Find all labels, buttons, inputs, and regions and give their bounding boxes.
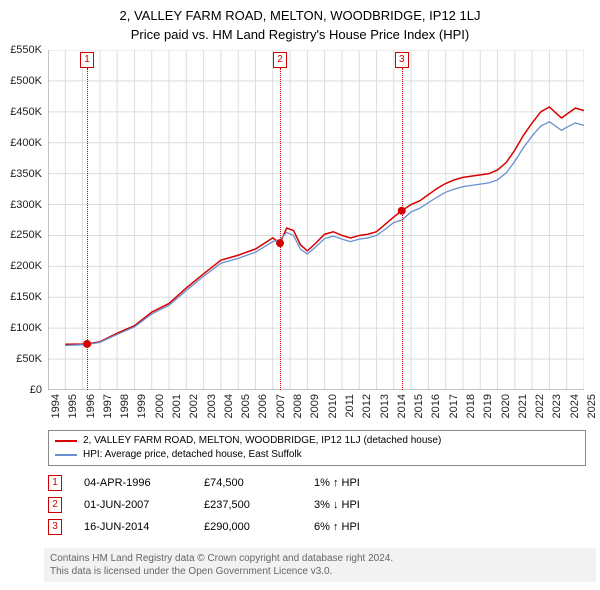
x-tick-label: 2002 bbox=[188, 394, 200, 424]
y-tick-label: £200K bbox=[4, 260, 42, 272]
x-tick-label: 2019 bbox=[482, 394, 494, 424]
legend-swatch bbox=[55, 440, 77, 442]
sale-row-date: 01-JUN-2007 bbox=[84, 499, 204, 511]
x-tick-label: 2007 bbox=[275, 394, 287, 424]
x-tick-label: 2004 bbox=[223, 394, 235, 424]
y-tick-label: £0 bbox=[4, 384, 42, 396]
sale-row-price: £237,500 bbox=[204, 499, 314, 511]
sale-row-marker: 3 bbox=[48, 519, 62, 535]
y-tick-label: £300K bbox=[4, 199, 42, 211]
x-tick-label: 2013 bbox=[379, 394, 391, 424]
x-tick-label: 2010 bbox=[327, 394, 339, 424]
sale-row-price: £74,500 bbox=[204, 477, 314, 489]
x-tick-label: 2014 bbox=[396, 394, 408, 424]
legend-label: HPI: Average price, detached house, East… bbox=[83, 448, 302, 462]
sale-row-marker: 1 bbox=[48, 475, 62, 491]
x-tick-label: 2016 bbox=[430, 394, 442, 424]
sale-marker-box: 1 bbox=[80, 52, 94, 68]
x-tick-label: 2017 bbox=[448, 394, 460, 424]
sale-row: 2 01-JUN-2007£237,5003% ↓ HPI bbox=[48, 494, 404, 516]
chart-container: 2, VALLEY FARM ROAD, MELTON, WOODBRIDGE,… bbox=[0, 0, 600, 590]
x-tick-label: 1999 bbox=[136, 394, 148, 424]
sale-row-delta: 6% ↑ HPI bbox=[314, 521, 404, 533]
x-tick-label: 1997 bbox=[102, 394, 114, 424]
chart-footer: Contains HM Land Registry data © Crown c… bbox=[44, 548, 596, 582]
footer-line1: Contains HM Land Registry data © Crown c… bbox=[50, 553, 393, 564]
sale-row-marker: 2 bbox=[48, 497, 62, 513]
y-tick-label: £50K bbox=[4, 353, 42, 365]
legend-label: 2, VALLEY FARM ROAD, MELTON, WOODBRIDGE,… bbox=[83, 434, 441, 448]
sales-table: 1 04-APR-1996£74,5001% ↑ HPI 2 01-JUN-2007£… bbox=[48, 472, 404, 538]
x-tick-label: 2009 bbox=[309, 394, 321, 424]
y-tick-label: £450K bbox=[4, 106, 42, 118]
y-tick-label: £550K bbox=[4, 44, 42, 56]
x-tick-label: 1995 bbox=[67, 394, 79, 424]
x-tick-label: 2018 bbox=[465, 394, 477, 424]
x-tick-label: 1998 bbox=[119, 394, 131, 424]
legend-item: HPI: Average price, detached house, East… bbox=[55, 448, 579, 462]
x-tick-label: 2023 bbox=[551, 394, 563, 424]
y-tick-label: £250K bbox=[4, 229, 42, 241]
chart-title-address: 2, VALLEY FARM ROAD, MELTON, WOODBRIDGE,… bbox=[0, 0, 600, 23]
x-tick-label: 1996 bbox=[85, 394, 97, 424]
line-chart bbox=[48, 50, 584, 390]
x-tick-label: 2022 bbox=[534, 394, 546, 424]
y-tick-label: £500K bbox=[4, 75, 42, 87]
legend-swatch bbox=[55, 454, 77, 456]
x-tick-label: 2003 bbox=[206, 394, 218, 424]
sale-row: 1 04-APR-1996£74,5001% ↑ HPI bbox=[48, 472, 404, 494]
sale-row-delta: 1% ↑ HPI bbox=[314, 477, 404, 489]
x-tick-label: 2000 bbox=[154, 394, 166, 424]
sale-row-delta: 3% ↓ HPI bbox=[314, 499, 404, 511]
x-tick-label: 2011 bbox=[344, 394, 356, 424]
sale-vline bbox=[280, 68, 281, 390]
x-tick-label: 2012 bbox=[361, 394, 373, 424]
x-tick-label: 2024 bbox=[569, 394, 581, 424]
sale-vline bbox=[87, 68, 88, 390]
y-tick-label: £150K bbox=[4, 291, 42, 303]
y-tick-label: £350K bbox=[4, 168, 42, 180]
x-tick-label: 2001 bbox=[171, 394, 183, 424]
sale-marker-box: 2 bbox=[273, 52, 287, 68]
sale-row-price: £290,000 bbox=[204, 521, 314, 533]
x-tick-label: 1994 bbox=[50, 394, 62, 424]
y-tick-label: £400K bbox=[4, 137, 42, 149]
x-tick-label: 2005 bbox=[240, 394, 252, 424]
sale-row: 3 16-JUN-2014£290,0006% ↑ HPI bbox=[48, 516, 404, 538]
x-tick-label: 2021 bbox=[517, 394, 529, 424]
footer-line2: This data is licensed under the Open Gov… bbox=[50, 566, 332, 577]
x-tick-label: 2025 bbox=[586, 394, 598, 424]
x-tick-label: 2020 bbox=[500, 394, 512, 424]
x-tick-label: 2008 bbox=[292, 394, 304, 424]
legend-item: 2, VALLEY FARM ROAD, MELTON, WOODBRIDGE,… bbox=[55, 434, 579, 448]
sale-vline bbox=[402, 68, 403, 390]
chart-title-sub: Price paid vs. HM Land Registry's House … bbox=[0, 23, 600, 46]
x-tick-label: 2015 bbox=[413, 394, 425, 424]
chart-legend: 2, VALLEY FARM ROAD, MELTON, WOODBRIDGE,… bbox=[48, 430, 586, 466]
x-tick-label: 2006 bbox=[257, 394, 269, 424]
sale-row-date: 16-JUN-2014 bbox=[84, 521, 204, 533]
sale-marker-box: 3 bbox=[395, 52, 409, 68]
sale-row-date: 04-APR-1996 bbox=[84, 477, 204, 489]
y-tick-label: £100K bbox=[4, 322, 42, 334]
